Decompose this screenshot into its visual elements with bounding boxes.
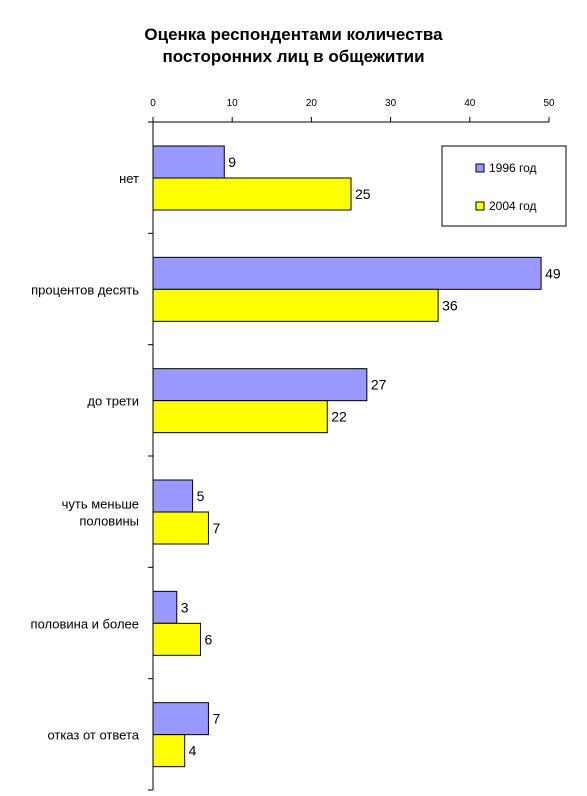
- bar-series-1: [152, 256, 542, 290]
- legend-label: 1996 год: [489, 161, 537, 175]
- data-label: 7: [212, 711, 220, 727]
- x-tick-label: 30: [385, 98, 397, 109]
- category-label: нет: [119, 171, 139, 186]
- legend: 1996 год 2004 год: [441, 145, 567, 227]
- bar-series-2: [152, 400, 328, 434]
- data-label: 7: [212, 520, 220, 536]
- data-label: 36: [442, 297, 458, 313]
- data-label: 3: [181, 599, 189, 615]
- bars: [152, 145, 542, 768]
- data-label: 9: [228, 154, 236, 170]
- data-label: 6: [205, 631, 213, 647]
- legend-label: 2004 год: [489, 199, 537, 213]
- data-label: 27: [371, 377, 387, 393]
- bar-series-2: [152, 177, 352, 211]
- data-label: 22: [331, 409, 347, 425]
- bar-series-2: [152, 622, 202, 656]
- category-label: половина и более: [31, 616, 139, 631]
- bar-series-2: [152, 511, 209, 545]
- x-tick-label: 10: [227, 98, 239, 109]
- data-label: 5: [197, 488, 205, 504]
- legend-swatch: [475, 201, 485, 211]
- legend-swatch: [475, 163, 485, 173]
- bar-series-1: [152, 145, 225, 179]
- bar-series-1: [152, 368, 368, 402]
- category-label: отказ от ответа: [47, 728, 139, 743]
- data-label: 4: [189, 743, 197, 759]
- category-label: процентов десять: [31, 282, 139, 297]
- data-label: 49: [545, 265, 561, 281]
- legend-box: [441, 145, 567, 227]
- category-label: половины: [79, 514, 139, 529]
- chart-title-line-1: Оценка респондентами количества: [144, 25, 443, 44]
- bar-series-1: [152, 479, 194, 513]
- x-tick-label: 40: [464, 98, 476, 109]
- chart-title-line-2: посторонних лиц в общежитии: [162, 47, 425, 66]
- bar-series-2: [152, 288, 439, 322]
- category-axis: нет процентов десять до трети чуть меньше по…: [31, 121, 154, 791]
- bar-series-1: [152, 702, 209, 736]
- bar-series-1: [152, 590, 178, 624]
- category-label: чуть меньше: [62, 497, 139, 512]
- data-label: 25: [355, 186, 371, 202]
- chart-title: Оценка респондентами количества посторон…: [0, 24, 587, 68]
- x-tick-label: 50: [543, 98, 555, 109]
- x-tick-label: 0: [150, 98, 156, 109]
- bar-series-2: [152, 734, 186, 768]
- x-tick-label: 20: [306, 98, 318, 109]
- x-axis: 0 10 20 30 40 50: [150, 98, 555, 123]
- category-label: до трети: [87, 394, 139, 409]
